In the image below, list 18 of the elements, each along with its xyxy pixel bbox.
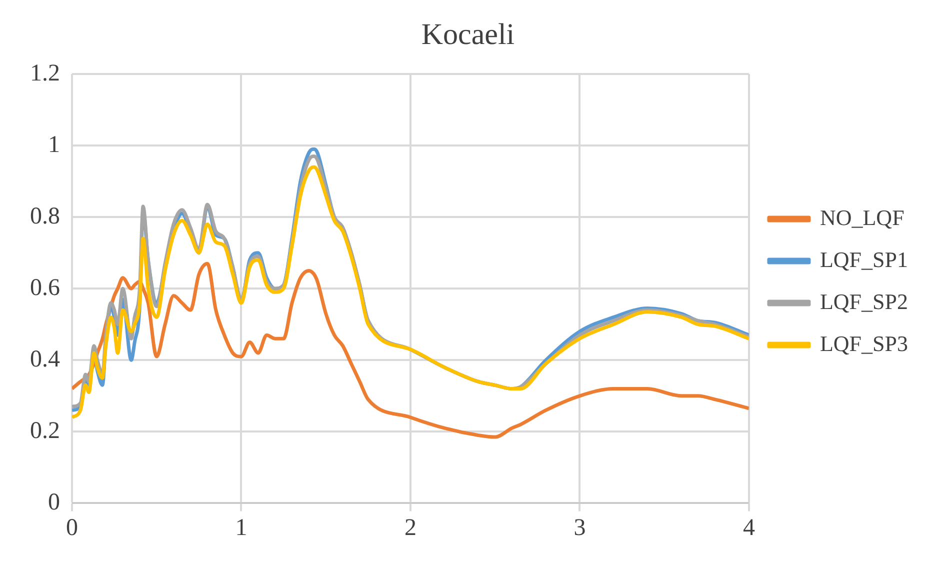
chart-title: Kocaeli [421,18,515,51]
legend-label: LQF_SP2 [820,288,908,314]
x-tick-label: 3 [574,514,586,541]
legend-label: LQF_SP3 [820,330,908,356]
x-tick-label: 0 [66,514,78,541]
y-tick-label: 0.8 [30,203,60,230]
y-tick-label: 1.2 [30,60,60,86]
x-tick-label: 2 [404,514,416,541]
legend-label: NO_LQF [820,204,904,230]
legend-label: LQF_SP1 [820,246,908,272]
y-tick-label: 0.6 [30,274,60,301]
line-series [72,262,749,439]
y-tick-label: 1 [48,132,60,158]
x-tick-label: 4 [742,514,755,541]
y-tick-label: 0 [48,489,60,516]
x-tick-label: 1 [235,514,248,541]
y-tick-label: 0.4 [30,346,60,372]
y-tick-label: 0.2 [30,418,60,444]
